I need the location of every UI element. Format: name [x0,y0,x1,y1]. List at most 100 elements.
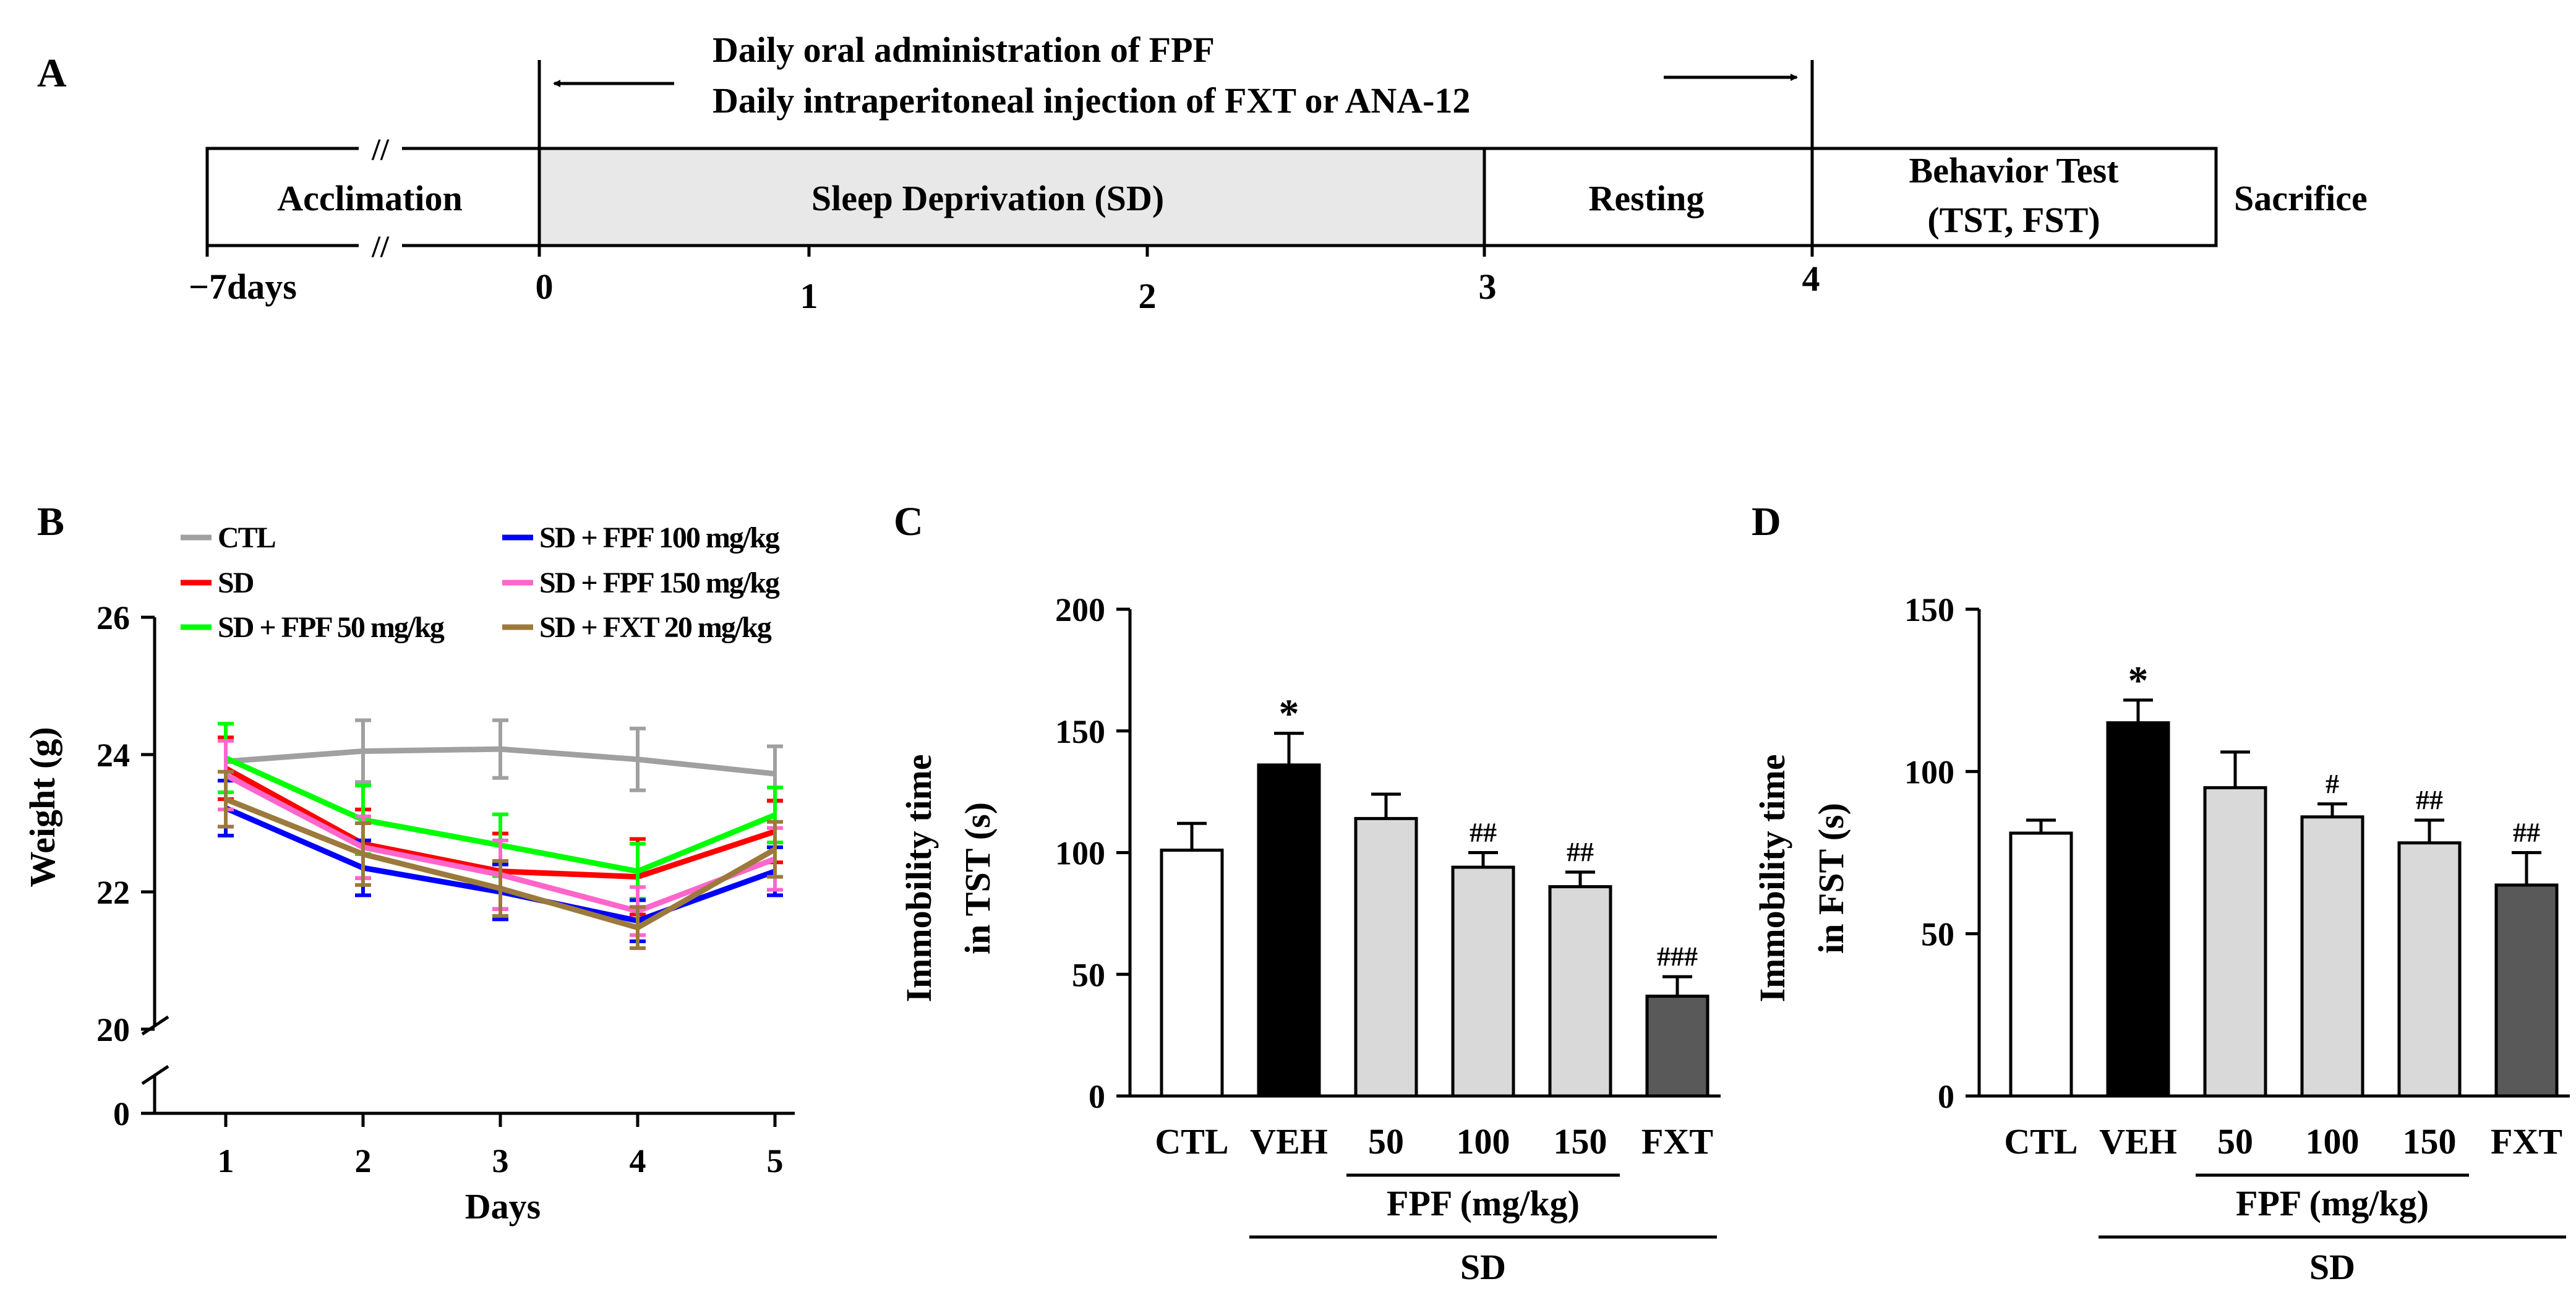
bar-50 [1354,816,1418,1098]
significance-marker: * [2128,658,2149,703]
y-tick-label: 24 [96,737,130,774]
sacrifice-label: Sacrifice [2234,178,2368,218]
sleep-deprivation-segment [537,147,1486,247]
x-tick-label: 1 [218,1142,234,1179]
tick-label: 3 [1479,267,1497,307]
panel-d-fst-chart: D 0 50 100 150 CTL * VEH 50 #100 ## 150 ## FXT FPF (m… [1752,499,2570,1287]
bar-VEH [2106,721,2170,1098]
acclimation-label: Acclimation [277,178,463,218]
significance-marker: ## [2416,785,2443,815]
tick-label: 0 [536,267,554,307]
series [218,718,783,951]
legend-label-ctl: CTL [218,521,275,554]
legend-label-fpf150: SD + FPF 150 mg/kg [539,567,780,599]
break-gap-top [359,136,402,161]
sd-group-label: SD [1460,1247,1506,1287]
panel-d-label: D [1752,499,1781,544]
panel-a-timeline: A Daily oral administration of FPF Daily… [37,30,2368,316]
category-label: VEH [2099,1121,2177,1162]
y-tick-label: 20 [96,1011,130,1048]
y-tick-label: 0 [1938,1078,1954,1115]
y-axis-title-line-2: in TST (s) [957,802,998,954]
legend-label-fxt: SD + FXT 20 mg/kg [539,611,772,644]
axis-break-stroke [141,1015,169,1036]
bar-100 [1451,865,1515,1098]
legend-label-fpf50: SD + FPF 50 mg/kg [218,611,445,644]
significance-marker: # [2326,769,2339,799]
y-tick-label: 100 [1055,835,1105,872]
y-tick-label: 100 [1904,753,1954,790]
significance-marker: ## [1567,837,1594,867]
panel-c-label: C [894,499,923,544]
panel-c-tst-chart: C 0 50 100 150 200 CTL * VEH 50 ## 100 ## 150 ### FXT F… [894,499,1721,1287]
header-line-2: Daily intraperitoneal injection of FXT o… [712,80,1470,121]
legend-label-sd: SD [218,567,254,599]
x-tick-label: 5 [767,1142,784,1179]
x-axis-title: Days [465,1186,541,1227]
category-label: CTL [1155,1121,1228,1162]
y-tick-label: 50 [1921,916,1954,953]
y-tick-label: 22 [96,874,130,911]
category-label: 50 [2217,1121,2253,1162]
y-tick-label: 26 [96,599,130,636]
significance-marker: ### [1657,941,1698,972]
tick-label: 1 [800,276,818,316]
category-label: 100 [2306,1121,2360,1162]
x-tick-label: 3 [492,1142,509,1179]
series-line-ctl [225,746,776,777]
category-label: 150 [2403,1121,2457,1162]
category-label: VEH [1250,1121,1328,1162]
legend-label-fpf100: SD + FPF 100 mg/kg [539,521,780,554]
x-tick-label: 4 [630,1142,646,1179]
y-tick-label: 0 [1089,1078,1105,1115]
y-axis-title-line-1: Immobility time [1752,754,1792,1002]
legend: CTL SD SD + FPF 50 mg/kg SD + FPF 100 mg/kg… [181,521,781,644]
bar-CTL [1160,849,1224,1098]
series-line-fxt [225,796,777,931]
tick-label: 2 [1139,276,1157,316]
significance-marker: ## [1470,818,1497,848]
bar-VEH [1257,763,1321,1098]
y-axis-title: Weight (g) [22,727,62,887]
bar-100 [2300,815,2364,1098]
tick-label: −7days [189,267,297,307]
y-axis-title-line-2: in FST (s) [1811,803,1851,954]
sleep-deprivation-label: Sleep Deprivation (SD) [811,178,1164,218]
break-gap-bottom [359,233,402,258]
bar-CTL [2009,831,2073,1098]
y-tick-label: 150 [1904,591,1954,628]
y-axis-title-line-1: Immobility time [899,754,939,1002]
bar-50 [2203,786,2267,1098]
category-label: 150 [1554,1121,1607,1162]
axes [141,617,795,1115]
ticks: 26 24 22 20 0 1 2 3 4 5 [96,599,784,1179]
fpf-group-label: FPF (mg/kg) [1387,1183,1580,1223]
plot-area: 0 50 100 150 200 CTL * VEH 50 ## 100 ## 150 ### FXT FPF… [1055,591,1721,1287]
category-label: FXT [1641,1121,1713,1162]
axis-break-stroke [141,1064,169,1085]
series-fxt [218,769,783,951]
behavior-test-label: Behavior Test [1909,150,2120,191]
behavior-test-sub-label: (TST, FST) [1927,200,2100,240]
y-tick-label: 50 [1072,956,1105,993]
header-line-1: Daily oral administration of FPF [712,30,1215,70]
bar-150 [2397,841,2462,1098]
bar-FXT [2494,883,2559,1098]
plot-area: 0 50 100 150 CTL * VEH 50 #100 ## 150 ## FXT FPF (mg/… [1904,591,2570,1287]
panel-b-label: B [37,499,64,544]
y-tick-label: 150 [1055,713,1105,750]
significance-marker: ## [2513,818,2540,848]
panel-a-label: A [37,51,67,96]
axis-break-mark-top: // [371,132,390,166]
tick-label: 4 [1802,259,1820,299]
significance-marker: * [1279,691,1299,737]
category-label: CTL [2004,1121,2077,1162]
resting-label: Resting [1589,178,1705,218]
panel-b-weight-chart: B CTL SD SD + FPF 50 mg/kg SD + FPF 100 mg/… [22,499,795,1227]
sd-group-label: SD [2309,1247,2355,1287]
fpf-group-label: FPF (mg/kg) [2236,1183,2429,1223]
y-tick-label: 0 [113,1095,130,1132]
series-ctl [218,718,783,803]
axis-break-mark-bottom: // [371,229,390,263]
category-label: FXT [2491,1121,2562,1162]
